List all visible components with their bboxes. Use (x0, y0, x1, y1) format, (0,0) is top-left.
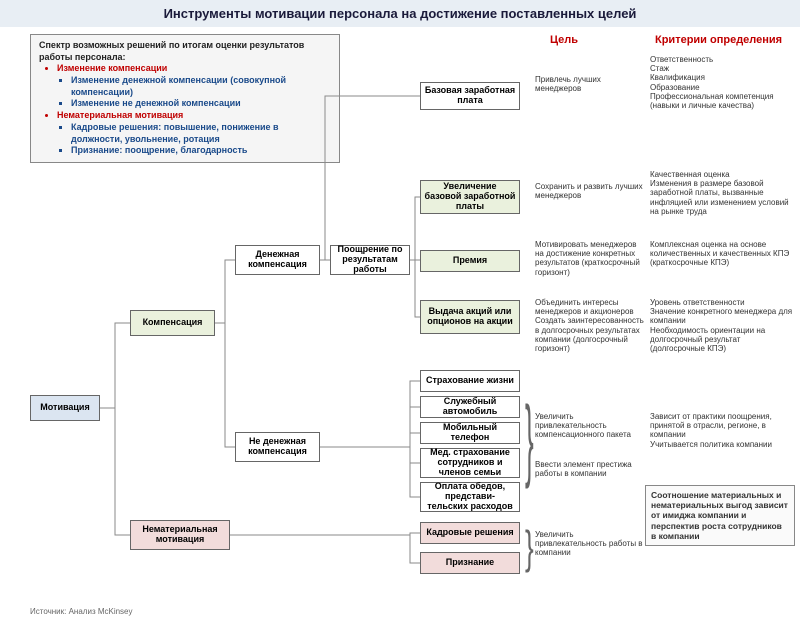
col-criteria: Критерии определения (655, 34, 782, 46)
leaf-insurance: Страхование жизни (420, 370, 520, 392)
node-root: Мотивация (30, 395, 100, 421)
goal-4: Объединить интересы менеджеров и акционе… (535, 298, 645, 353)
node-compensation: Компенсация (130, 310, 215, 336)
spectrum-group1: Изменение компенсации (57, 63, 167, 73)
leaf-bonus: Премия (420, 250, 520, 272)
crit-1: Ответственность Стаж Квалификация Образо… (650, 55, 795, 110)
spectrum-g1a: Изменение денежной компенсации (совокупн… (71, 75, 331, 98)
node-nonmoney: Не денежная компенсация (235, 432, 320, 462)
spectrum-g2a: Кадровые решения: повышение, понижение в… (71, 122, 331, 145)
node-perf-reward: Поощрение по результатам работы (330, 245, 410, 275)
brace-icon: } (525, 393, 534, 484)
goal-2: Сохранить и развить лучших менеджеров (535, 182, 645, 200)
node-money: Денежная компенсация (235, 245, 320, 275)
col-goal: Цель (550, 34, 578, 46)
leaf-recognition: Признание (420, 552, 520, 574)
spectrum-g2b: Признание: поощрение, благодарность (71, 145, 331, 157)
spectrum-box: Спектр возможных решений по итогам оценк… (30, 34, 340, 163)
goal-1: Привлечь лучших менеджеров (535, 75, 645, 93)
leaf-medical: Мед. страхование сотрудников и членов се… (420, 448, 520, 478)
leaf-salary-increase: Увеличение базовой заработной платы (420, 180, 520, 214)
goal-5: Увеличить привлекательность компенсацион… (535, 412, 645, 440)
crit-4: Уровень ответственности Значение конкрет… (650, 298, 795, 353)
goal-7: Увеличить привлекательность работы в ком… (535, 530, 645, 558)
leaf-lunch: Оплата обедов, представи- тельских расхо… (420, 482, 520, 512)
source-text: Источник: Анализ McKinsey (30, 607, 133, 616)
leaf-stock: Выдача акций или опционов на акции (420, 300, 520, 334)
goal-6: Ввести элемент престижа работы в компани… (535, 460, 645, 478)
node-nonmaterial: Нематериальная мотивация (130, 520, 230, 550)
spectrum-g1b: Изменение не денежной компенсации (71, 98, 331, 110)
leaf-phone: Мобильный телефон (420, 422, 520, 444)
note-box: Соотношение материальных и нематериальны… (645, 485, 795, 546)
crit-5: Зависит от практики поощрения, принятой … (650, 412, 795, 449)
crit-2: Качественная оценка Изменения в размере … (650, 170, 795, 216)
leaf-hr-decisions: Кадровые решения (420, 522, 520, 544)
leaf-base-salary: Базовая заработная плата (420, 82, 520, 110)
page-title: Инструменты мотивации персонала на дости… (0, 0, 800, 27)
brace-icon-2: } (525, 524, 534, 571)
leaf-car: Служебный автомобиль (420, 396, 520, 418)
spectrum-heading: Спектр возможных решений по итогам оценк… (39, 40, 331, 63)
goal-3: Мотивировать менеджеров на достижение ко… (535, 240, 645, 277)
crit-3: Комплексная оценка на основе количествен… (650, 240, 795, 268)
spectrum-group2: Нематериальная мотивация (57, 110, 183, 120)
